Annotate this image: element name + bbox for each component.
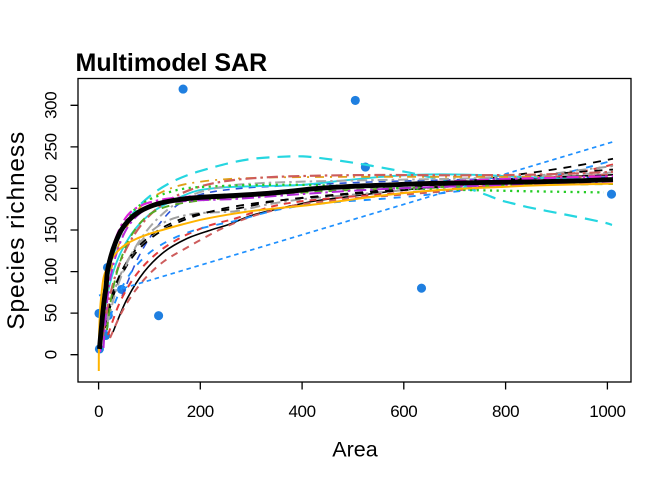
svg-text:400: 400 xyxy=(289,402,316,421)
svg-text:600: 600 xyxy=(390,402,417,421)
svg-text:0: 0 xyxy=(94,402,103,421)
svg-text:250: 250 xyxy=(42,133,61,160)
svg-text:1000: 1000 xyxy=(589,402,625,421)
svg-text:Species richness: Species richness xyxy=(3,131,30,330)
svg-text:Multimodel SAR: Multimodel SAR xyxy=(76,49,268,77)
svg-text:300: 300 xyxy=(42,92,61,119)
svg-text:100: 100 xyxy=(42,258,61,285)
svg-text:150: 150 xyxy=(42,216,61,243)
svg-text:200: 200 xyxy=(187,402,214,421)
svg-text:800: 800 xyxy=(492,402,519,421)
svg-text:200: 200 xyxy=(42,175,61,202)
svg-text:Area: Area xyxy=(332,438,377,462)
svg-text:50: 50 xyxy=(42,304,61,322)
svg-text:0: 0 xyxy=(42,350,61,359)
